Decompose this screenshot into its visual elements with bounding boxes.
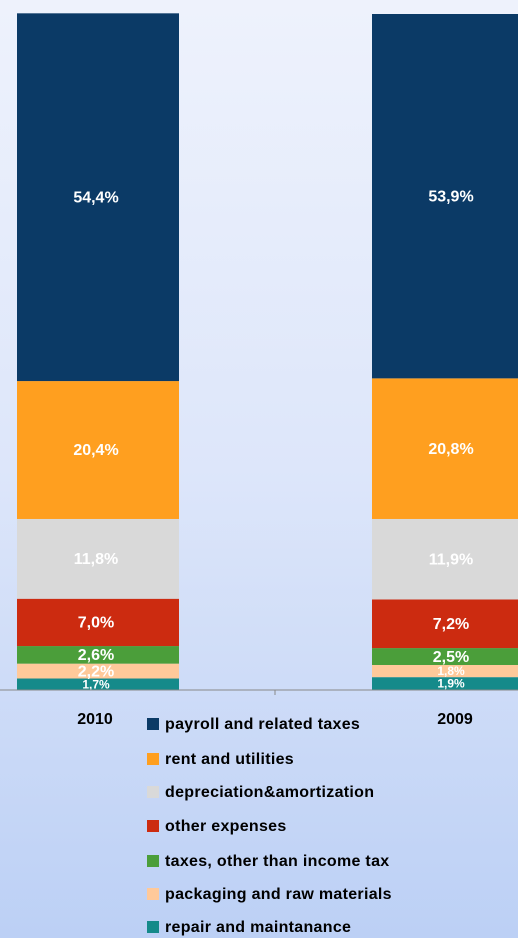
data-label: 54,4% — [73, 189, 118, 206]
legend-swatch — [147, 786, 159, 798]
bar-segment — [17, 678, 179, 690]
bar-segment — [372, 664, 518, 678]
bar-segment — [17, 646, 179, 664]
bar-segment — [17, 663, 179, 679]
legend-swatch — [147, 718, 159, 730]
bar-segment — [372, 14, 518, 379]
bar-segment — [372, 599, 518, 649]
data-label: 11,8% — [74, 551, 118, 568]
legend-swatch — [147, 753, 159, 765]
legend-swatch — [147, 888, 159, 900]
legend-label: packaging and raw materials — [165, 886, 392, 903]
bar-segment — [17, 598, 179, 647]
bar-segment — [372, 648, 518, 665]
legend-swatch — [147, 820, 159, 832]
data-label: 2,6% — [78, 647, 114, 664]
bar-segment — [372, 677, 518, 690]
data-label: 20,4% — [73, 442, 118, 459]
data-label: 2,5% — [433, 649, 469, 666]
data-label: 11,9% — [429, 551, 473, 568]
data-label: 1,7% — [82, 677, 110, 691]
bar-segment — [17, 381, 179, 519]
bar-segment — [17, 13, 179, 382]
data-label: 20,8% — [428, 441, 473, 458]
legend-label: repair and maintanance — [165, 919, 351, 936]
legend-label: rent and utilities — [165, 751, 294, 768]
legend-label: other expenses — [165, 818, 287, 835]
x-tick-label: 2009 — [437, 711, 473, 728]
data-label: 7,0% — [78, 615, 114, 632]
legend-label: depreciation&amortization — [165, 784, 374, 801]
legend-label: payroll and related taxes — [165, 716, 360, 733]
legend-swatch — [147, 921, 159, 933]
legend-swatch — [147, 855, 159, 867]
bar-segment — [372, 518, 518, 600]
legend-label: taxes, other than income tax — [165, 853, 389, 870]
bar-segment — [17, 518, 179, 599]
data-label: 53,9% — [428, 188, 473, 205]
data-label: 1,8% — [437, 664, 465, 678]
data-label: 7,2% — [433, 616, 469, 633]
data-label: 1,9% — [437, 677, 465, 691]
x-tick-label: 2010 — [77, 711, 113, 728]
data-label: 2,2% — [78, 663, 114, 680]
bar-segment — [372, 378, 518, 519]
